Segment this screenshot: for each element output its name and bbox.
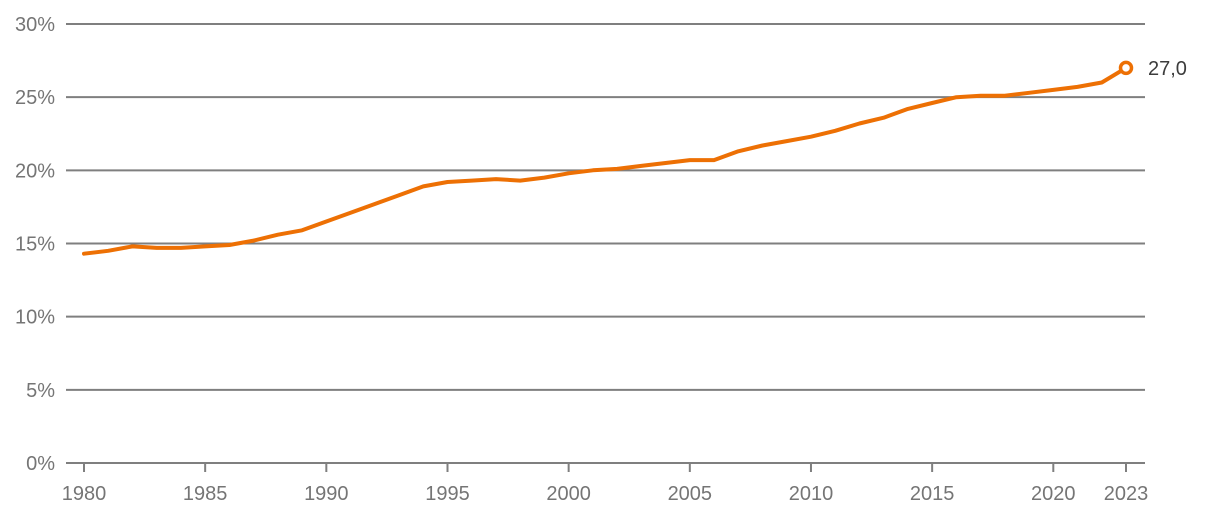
x-tick-label-2005: 2005 <box>668 483 713 505</box>
x-tick-label-1990: 1990 <box>304 483 349 505</box>
x-axis: 1980 1985 1990 1995 2000 2005 2010 2015 2020 2023 <box>62 463 1149 505</box>
y-tick-label-25: 25% <box>15 87 55 109</box>
y-tick-label-5: 5% <box>26 380 55 402</box>
y-tick-label-20: 20% <box>15 160 55 182</box>
y-tick-label-15: 15% <box>15 234 55 256</box>
x-tick-label-2023: 2023 <box>1104 483 1149 505</box>
x-tick-label-1995: 1995 <box>425 483 470 505</box>
x-tick-label-2010: 2010 <box>789 483 834 505</box>
y-tick-label-0: 0% <box>26 453 55 475</box>
end-annotation: 27,0 <box>1118 58 1187 80</box>
data-series <box>82 65 1128 256</box>
end-point-value-label: 27,0 <box>1148 58 1187 80</box>
x-tick-label-2020: 2020 <box>1031 483 1076 505</box>
end-point-marker <box>1118 60 1134 76</box>
x-tick-label-1985: 1985 <box>183 483 228 505</box>
x-tick-label-2015: 2015 <box>910 483 955 505</box>
series-line-percent-share <box>82 65 1128 256</box>
x-tick-label-1980: 1980 <box>62 483 107 505</box>
y-tick-label-30: 30% <box>15 14 55 36</box>
y-axis-labels: 0% 5% 10% 15% 20% 25% 30% <box>15 14 55 475</box>
y-tick-label-10: 10% <box>15 307 55 329</box>
x-tick-label-2000: 2000 <box>546 483 591 505</box>
